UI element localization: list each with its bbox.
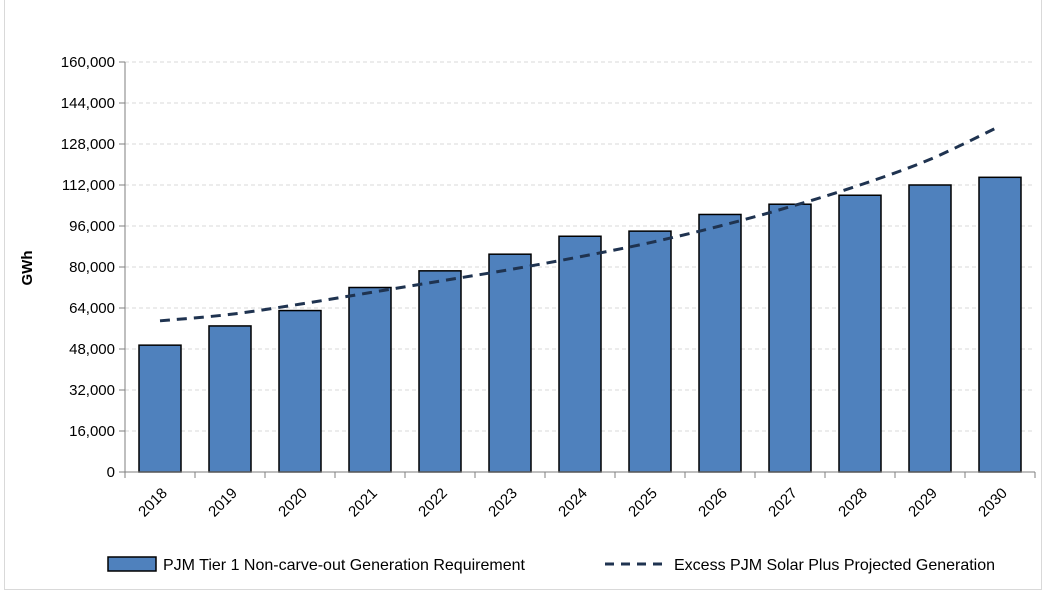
- bar: [418, 270, 462, 473]
- bar: [558, 235, 602, 473]
- x-tick-label: 2024: [555, 485, 591, 521]
- y-tick-label: 64,000: [69, 300, 115, 317]
- x-tick-label: 2022: [415, 485, 451, 521]
- y-tick-label: 0: [107, 464, 115, 481]
- bar: [488, 253, 532, 473]
- bar: [698, 213, 742, 473]
- x-tick-label: 2027: [765, 485, 801, 521]
- bar-series: [138, 176, 1022, 473]
- y-tick-label: 128,000: [61, 136, 115, 153]
- chart-frame: [4, 0, 1042, 590]
- x-tick-label: 2021: [345, 485, 381, 521]
- legend: PJM Tier 1 Non-carve-out Generation Requ…: [107, 556, 995, 574]
- legend-label-line: Excess PJM Solar Plus Projected Generati…: [674, 557, 995, 574]
- line-series: [159, 124, 1001, 323]
- bar: [978, 176, 1022, 473]
- y-tick-label: 160,000: [61, 54, 115, 71]
- x-tick-label: 2020: [275, 485, 311, 521]
- y-tick-label: 48,000: [69, 341, 115, 358]
- bar: [908, 184, 952, 473]
- x-tick-label: 2025: [625, 485, 661, 521]
- bar: [208, 325, 252, 473]
- y-tick-label: 32,000: [69, 382, 115, 399]
- bar: [138, 344, 182, 473]
- x-tick-label: 2028: [835, 485, 871, 521]
- y-tick-label: 112,000: [62, 177, 115, 194]
- legend-label-bars: PJM Tier 1 Non-carve-out Generation Requ…: [163, 557, 525, 574]
- x-axis-ticks: 2018 2019 2020 2021 2022 2023 2024 2025 2026 2027…: [124, 472, 1036, 521]
- legend-bar-swatch: [107, 556, 157, 572]
- bar: [278, 309, 322, 473]
- y-tick-label: 144,000: [61, 95, 115, 112]
- y-tick-label: 96,000: [69, 218, 115, 235]
- bar: [628, 230, 672, 473]
- y-axis-ticks: 0 16,000 32,000 48,000 64,000 80,000 96,000 112…: [61, 54, 125, 481]
- x-tick-label: 2026: [695, 485, 731, 521]
- y-axis-label: GWh: [19, 251, 36, 286]
- x-tick-label: 2030: [975, 485, 1011, 521]
- y-tick-label: 80,000: [69, 259, 115, 276]
- axes: [124, 62, 1035, 473]
- x-tick-label: 2029: [905, 485, 941, 521]
- bar: [348, 286, 392, 473]
- x-tick-label: 2019: [205, 485, 241, 521]
- bar: [838, 194, 882, 473]
- x-tick-label: 2023: [485, 485, 521, 521]
- series-line: [159, 124, 1001, 323]
- y-tick-label: 16,000: [69, 423, 115, 440]
- x-tick-label: 2018: [135, 485, 171, 521]
- bar: [768, 203, 812, 473]
